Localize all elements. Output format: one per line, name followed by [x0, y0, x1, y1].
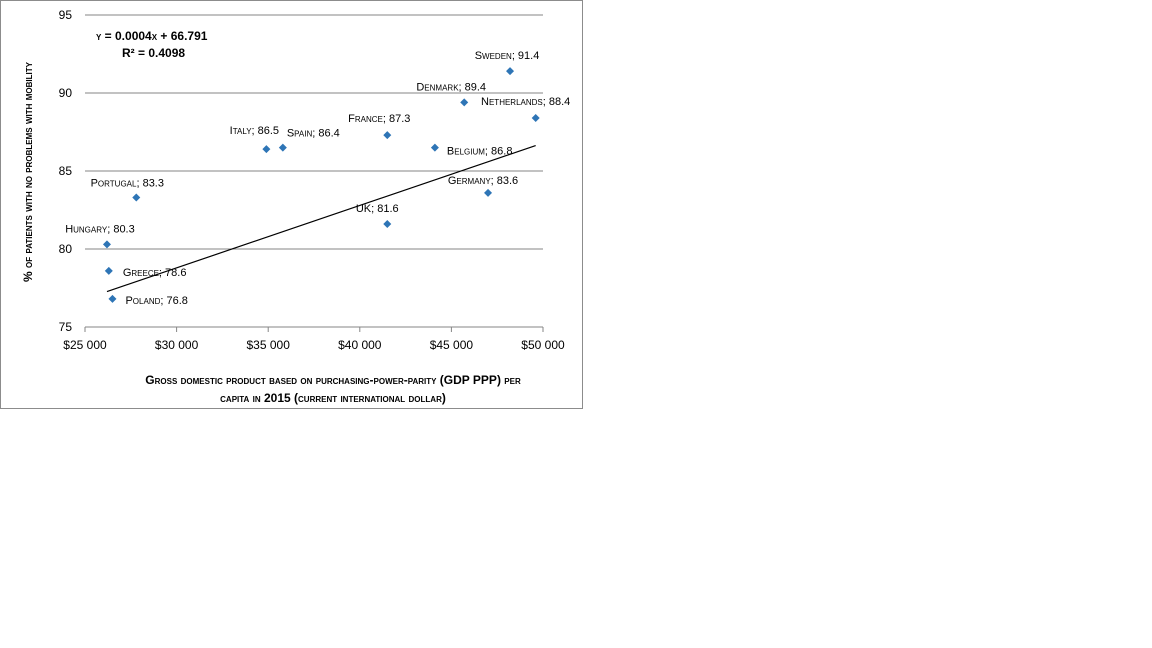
chart-frame: [0, 0, 583, 409]
data-label: Netherlands; 88.4: [481, 96, 570, 108]
y-tick-label: 95: [59, 8, 73, 22]
r-squared-text: R² = 0.4098: [122, 46, 185, 60]
data-point: [531, 113, 540, 122]
data-label: UK; 81.6: [356, 203, 399, 215]
data-labels: Sweden; 91.4 Denmark; 89.4 Netherlands; 88…: [65, 50, 570, 307]
data-point: [108, 294, 117, 303]
grid-lines: [85, 14, 543, 250]
data-label: France; 87.3: [348, 113, 410, 125]
data-point: [460, 98, 469, 107]
data-label: Greece; 78.6: [123, 267, 187, 279]
data-point: [102, 240, 111, 249]
data-point: [506, 67, 515, 76]
y-axis-title: % of patients with no problems with mobi…: [21, 61, 35, 282]
data-label: Sweden; 91.4: [475, 50, 540, 62]
data-point: [278, 143, 287, 152]
y-tick-label: 85: [59, 164, 73, 178]
trendline: [106, 144, 536, 293]
data-point: [383, 131, 392, 140]
x-tick-label: $50 000: [521, 338, 565, 352]
data-label: Denmark; 89.4: [416, 81, 486, 93]
x-tick-label: $30 000: [155, 338, 199, 352]
y-tick-label: 75: [59, 320, 73, 334]
x-tick-label: $40 000: [338, 338, 382, 352]
x-axis-title-line-1: Gross domestic product based on purchasi…: [145, 373, 521, 387]
y-tick-label: 90: [59, 86, 73, 100]
data-points: [102, 67, 540, 303]
data-point: [484, 188, 493, 197]
data-label: Germany; 83.6: [448, 175, 518, 187]
equation-text: y = 0.0004x + 66.791: [96, 29, 208, 43]
data-label: Belgium; 86.8: [447, 146, 513, 158]
data-label: Italy; 86.5: [230, 125, 279, 137]
x-tick-label: $25 000: [63, 338, 107, 352]
data-label: Portugal; 83.3: [91, 178, 164, 190]
y-tick-label: 80: [59, 242, 73, 256]
data-point: [132, 193, 141, 202]
data-point: [262, 145, 271, 154]
x-tick-label: $45 000: [430, 338, 474, 352]
x-ticks: $25 000 $30 000 $35 000 $40 000 $45 000 $50 0…: [63, 327, 565, 352]
data-label: Poland; 76.8: [125, 295, 187, 307]
y-ticks: 75 80 85 90 95: [59, 8, 73, 334]
data-point: [430, 143, 439, 152]
data-label: Hungary; 80.3: [65, 223, 135, 235]
data-label: Spain; 86.4: [287, 128, 340, 140]
data-point: [104, 266, 113, 275]
data-point: [383, 220, 392, 229]
x-axis-title-line-2: capita in 2015 (current international do…: [220, 391, 446, 405]
x-tick-label: $35 000: [247, 338, 291, 352]
